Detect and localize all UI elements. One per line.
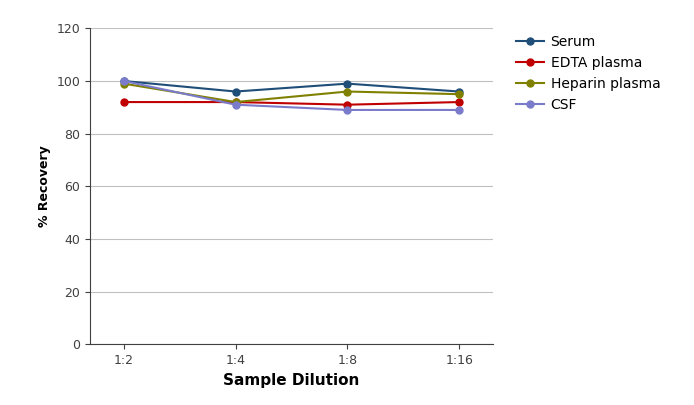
Serum bbox=[455, 89, 464, 94]
EDTA plasma bbox=[455, 100, 464, 104]
Heparin plasma bbox=[344, 89, 352, 94]
Serum bbox=[231, 89, 239, 94]
Heparin plasma bbox=[455, 92, 464, 96]
Legend: Serum, EDTA plasma, Heparin plasma, CSF: Serum, EDTA plasma, Heparin plasma, CSF bbox=[516, 35, 660, 112]
CSF bbox=[119, 79, 128, 83]
Line: Heparin plasma: Heparin plasma bbox=[120, 80, 463, 106]
Heparin plasma bbox=[119, 81, 128, 86]
Line: CSF: CSF bbox=[120, 77, 463, 113]
EDTA plasma bbox=[119, 100, 128, 104]
Serum bbox=[119, 79, 128, 83]
EDTA plasma bbox=[231, 100, 239, 104]
CSF bbox=[455, 107, 464, 112]
CSF bbox=[344, 107, 352, 112]
Heparin plasma bbox=[231, 100, 239, 104]
EDTA plasma bbox=[344, 102, 352, 107]
Serum bbox=[344, 81, 352, 86]
X-axis label: Sample Dilution: Sample Dilution bbox=[223, 373, 359, 388]
Line: Serum: Serum bbox=[120, 77, 463, 95]
CSF bbox=[231, 102, 239, 107]
Line: EDTA plasma: EDTA plasma bbox=[120, 98, 463, 108]
Y-axis label: % Recovery: % Recovery bbox=[38, 145, 51, 227]
